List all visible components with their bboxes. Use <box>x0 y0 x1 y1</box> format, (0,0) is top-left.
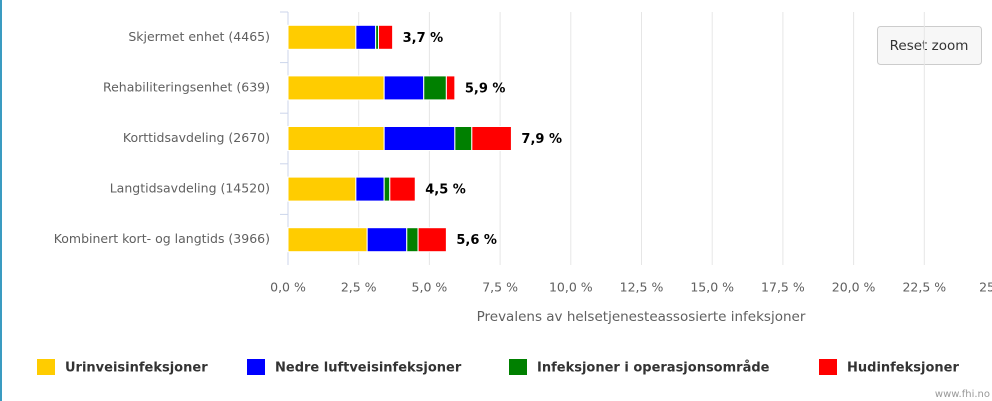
bar-segment <box>287 227 368 253</box>
bar-segment <box>377 24 394 50</box>
total-label: 3,7 % <box>403 31 444 46</box>
x-tick-label: 20,0 % <box>832 280 876 295</box>
bar-segment <box>406 227 419 253</box>
button-box[interactable] <box>877 26 982 65</box>
legend-label: Infeksjoner i operasjonsområde <box>537 361 770 376</box>
y-tick-label: Kombinert kort- og langtids (3966) <box>54 231 270 246</box>
y-tick-label: Rehabiliteringsenhet (639) <box>103 79 270 94</box>
x-tick-label: 5,0 % <box>412 280 448 295</box>
x-axis-title: Prevalens av helsetjenesteassosierte inf… <box>477 309 806 325</box>
x-tick-label: 10,0 % <box>549 280 593 295</box>
x-tick-label: 0,0 % <box>270 280 306 295</box>
bar-segment <box>355 24 377 50</box>
bar-segment <box>287 75 385 101</box>
bar-segment <box>445 75 456 101</box>
legend-label: Nedre luftveisinfeksjoner <box>275 361 462 376</box>
bar-segment <box>287 126 385 151</box>
x-tick-label: 2,5 % <box>341 280 377 295</box>
x-tick-label: 7,5 % <box>482 280 518 295</box>
y-tick-label: Skjermet enhet (4465) <box>128 29 270 44</box>
legend-swatch <box>37 359 55 375</box>
y-tick-label: Korttidsavdeling (2670) <box>123 130 270 145</box>
legend-label: Urinveisinfeksjoner <box>65 361 208 376</box>
total-label: 5,9 % <box>465 81 506 96</box>
x-tick-label: 12,5 % <box>620 280 664 295</box>
bar-segment <box>355 176 385 202</box>
total-label: 4,5 % <box>425 183 466 198</box>
legend-label: Hudinfeksjoner <box>847 361 959 376</box>
bar-segment <box>383 75 425 101</box>
total-label: 5,6 % <box>456 233 497 248</box>
bar-segment <box>423 75 447 101</box>
bar-segment <box>471 126 512 151</box>
y-tick-label: Langtidsavdeling (14520) <box>110 181 270 196</box>
bar-segment <box>287 24 357 50</box>
total-label: 7,9 % <box>521 132 562 147</box>
button-label[interactable]: Reset zoom <box>890 38 969 54</box>
bar-segment <box>383 176 391 202</box>
bar-segment <box>383 126 456 151</box>
legend-swatch <box>819 359 837 375</box>
bar-segment <box>389 176 416 202</box>
bar-segment <box>417 227 447 253</box>
reset-zoom-button[interactable]: Reset zoom <box>877 26 982 65</box>
x-tick-label: 17,5 % <box>761 280 805 295</box>
bar-segment <box>454 126 473 151</box>
x-tick-label: 15,0 % <box>690 280 734 295</box>
bar-segment <box>287 176 357 202</box>
legend-swatch <box>247 359 265 375</box>
bar-segment <box>366 227 408 253</box>
legend-swatch <box>509 359 527 375</box>
x-tick-label: 25,... <box>979 280 992 295</box>
x-tick-label: 22,5 % <box>902 280 946 295</box>
credit: www.fhi.no <box>935 389 990 400</box>
